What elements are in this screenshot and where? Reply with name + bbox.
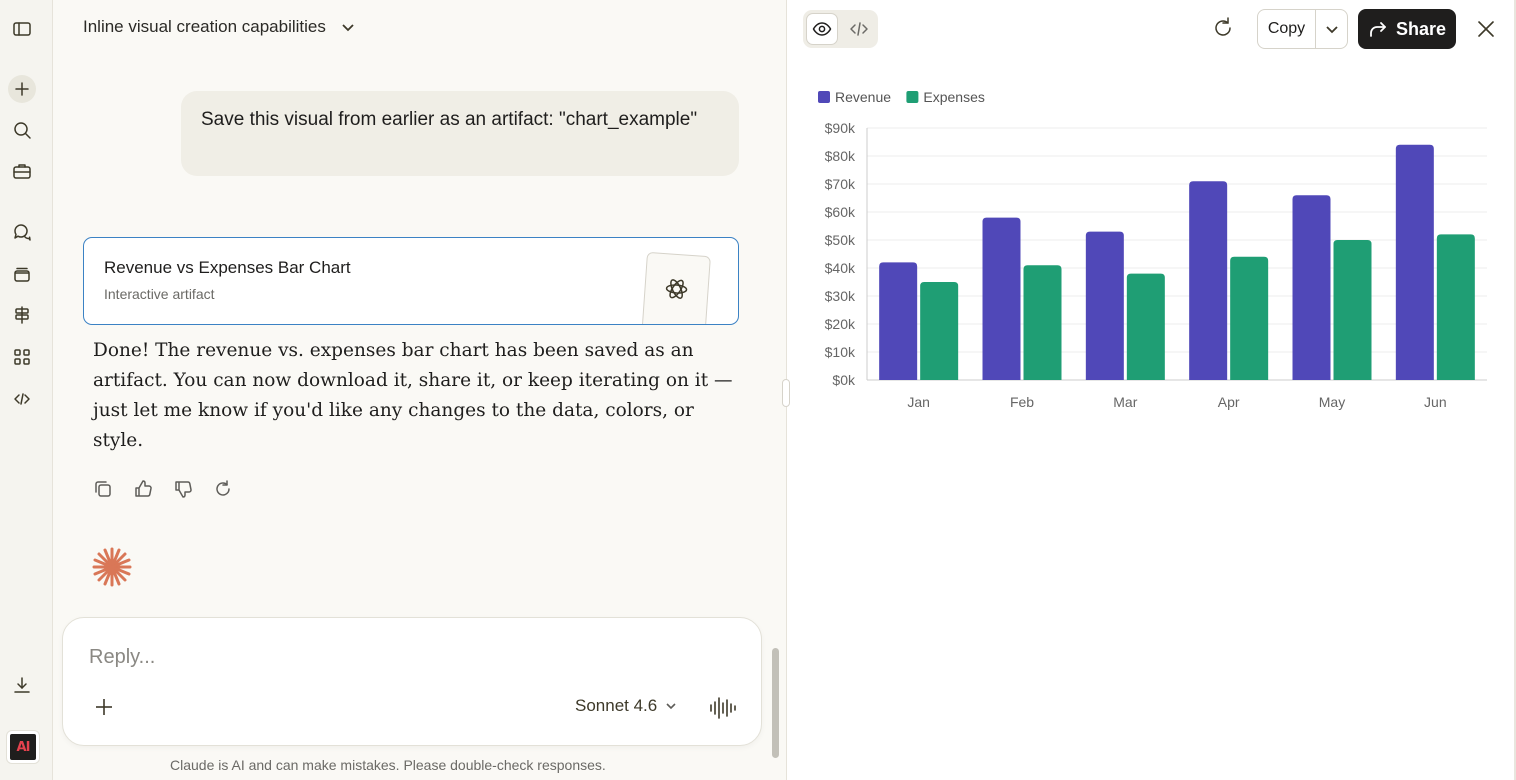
download-icon[interactable] <box>8 671 36 699</box>
x-tick-label: Jan <box>907 394 930 410</box>
chat-scrollbar[interactable] <box>772 648 779 758</box>
bar-revenue-jun <box>1395 144 1434 380</box>
retry-button[interactable] <box>213 479 233 499</box>
eye-icon <box>812 22 832 36</box>
signpost-icon[interactable] <box>8 301 36 329</box>
artifact-panel: Copy Share Revenue Expenses $0k $10k $20k $30… <box>786 0 1516 780</box>
y-tick-label: $60k <box>825 204 856 220</box>
chats-icon[interactable] <box>8 218 36 246</box>
thumbs-down-icon <box>175 481 192 498</box>
voice-input-button[interactable] <box>708 695 738 721</box>
y-tick-label: $30k <box>825 288 856 304</box>
bar-expenses-jan <box>920 282 959 380</box>
chat-pane: Inline visual creation capabilities Save… <box>53 0 786 780</box>
bar-expenses-apr <box>1230 256 1269 380</box>
message-actions <box>93 479 233 499</box>
copy-button[interactable]: Copy <box>1258 10 1316 48</box>
x-tick-label: Mar <box>1113 394 1137 410</box>
assistant-message: Done! The revenue vs. expenses bar chart… <box>93 340 733 451</box>
view-toggle <box>803 10 878 48</box>
bar-revenue-may <box>1292 195 1331 380</box>
waveform-icon <box>710 697 736 719</box>
copy-options-button[interactable] <box>1316 10 1347 48</box>
pane-resize-handle[interactable] <box>782 379 790 407</box>
left-rail: AI <box>0 0 53 780</box>
close-icon <box>1478 21 1494 37</box>
y-tick-label: $80k <box>825 148 856 164</box>
panel-scroll-edge <box>1514 0 1516 780</box>
bar-expenses-mar <box>1126 273 1165 380</box>
atom-icon <box>665 279 688 299</box>
preview-tab[interactable] <box>806 13 838 45</box>
bar-revenue-apr <box>1189 181 1228 380</box>
share-label: Share <box>1395 18 1447 39</box>
artifact-thumbnail <box>641 251 711 324</box>
user-message: Save this visual from earlier as an arti… <box>181 91 739 176</box>
legend-label: Revenue <box>835 89 891 105</box>
bar-expenses-may <box>1333 240 1372 380</box>
x-tick-label: Jun <box>1424 394 1447 410</box>
conversation-title-text: Inline visual creation capabilities <box>83 17 326 36</box>
plus-icon <box>96 699 112 715</box>
conversation-title[interactable]: Inline visual creation capabilities <box>83 17 356 37</box>
avatar-text: AI <box>16 739 31 755</box>
thumbs-up-icon <box>135 480 152 497</box>
y-tick-label: $20k <box>825 316 856 332</box>
artifact-card[interactable]: Revenue vs Expenses Bar Chart Interactiv… <box>83 237 739 325</box>
avatar-logo: AI <box>10 734 36 760</box>
bar-expenses-jun <box>1436 234 1475 380</box>
legend-swatch <box>818 91 830 103</box>
reply-input[interactable]: Reply... <box>89 646 156 668</box>
add-attachment-button[interactable] <box>93 696 117 720</box>
legend-label: Expenses <box>923 89 984 105</box>
code-icon <box>850 22 868 36</box>
bar-revenue-mar <box>1085 231 1124 380</box>
claude-logo-icon <box>92 547 132 587</box>
search-icon[interactable] <box>8 116 36 144</box>
share-button[interactable]: Share <box>1358 9 1456 49</box>
artifact-card-title: Revenue vs Expenses Bar Chart <box>104 258 351 277</box>
apps-icon[interactable] <box>8 343 36 371</box>
y-tick-label: $90k <box>825 120 856 136</box>
chevron-down-icon <box>1325 26 1338 34</box>
copy-button-group: Copy <box>1257 9 1348 49</box>
revenue-expenses-chart: Revenue Expenses $0k $10k $20k $30k $40k $50k $6… <box>818 89 1487 410</box>
thumbs-up-button[interactable] <box>133 479 153 499</box>
x-tick-label: May <box>1319 394 1345 410</box>
bar-expenses-feb <box>1023 265 1062 380</box>
bar-revenue-jan <box>879 262 918 380</box>
x-tick-label: Apr <box>1218 394 1240 410</box>
y-tick-label: $70k <box>825 176 856 192</box>
thumbs-down-button[interactable] <box>173 479 193 499</box>
bar-revenue-feb <box>982 217 1021 380</box>
artifact-card-subtitle: Interactive artifact <box>104 286 215 302</box>
y-tick-label: $0k <box>832 372 856 388</box>
projects-icon[interactable] <box>8 157 36 185</box>
new-chat-icon[interactable] <box>8 75 36 103</box>
y-tick-label: $50k <box>825 232 856 248</box>
disclaimer: Claude is AI and can make mistakes. Plea… <box>170 757 606 773</box>
model-selector[interactable]: Sonnet 4.6 <box>575 696 677 716</box>
y-tick-label: $10k <box>825 344 856 360</box>
user-message-text: Save this visual from earlier as an arti… <box>201 109 698 130</box>
copy-icon <box>95 481 111 497</box>
model-name: Sonnet 4.6 <box>575 696 658 715</box>
refresh-icon <box>1215 17 1231 36</box>
chevron-down-icon <box>342 24 354 32</box>
artifacts-icon[interactable] <box>8 260 36 288</box>
y-tick-label: $40k <box>825 260 856 276</box>
code-icon[interactable] <box>8 385 36 413</box>
legend-swatch <box>906 91 919 103</box>
chevron-down-icon <box>666 703 676 710</box>
sidebar-toggle-icon[interactable] <box>8 15 36 43</box>
retry-icon <box>216 480 230 496</box>
code-tab[interactable] <box>843 13 875 45</box>
avatar[interactable]: AI <box>6 730 40 764</box>
x-tick-label: Feb <box>1010 394 1034 410</box>
copy-message-button[interactable] <box>93 479 113 499</box>
share-arrow-icon <box>1370 22 1386 37</box>
close-panel-button[interactable] <box>1475 18 1497 40</box>
refresh-button[interactable] <box>1211 16 1237 42</box>
reply-composer: Reply... Sonnet 4.6 <box>62 617 762 746</box>
